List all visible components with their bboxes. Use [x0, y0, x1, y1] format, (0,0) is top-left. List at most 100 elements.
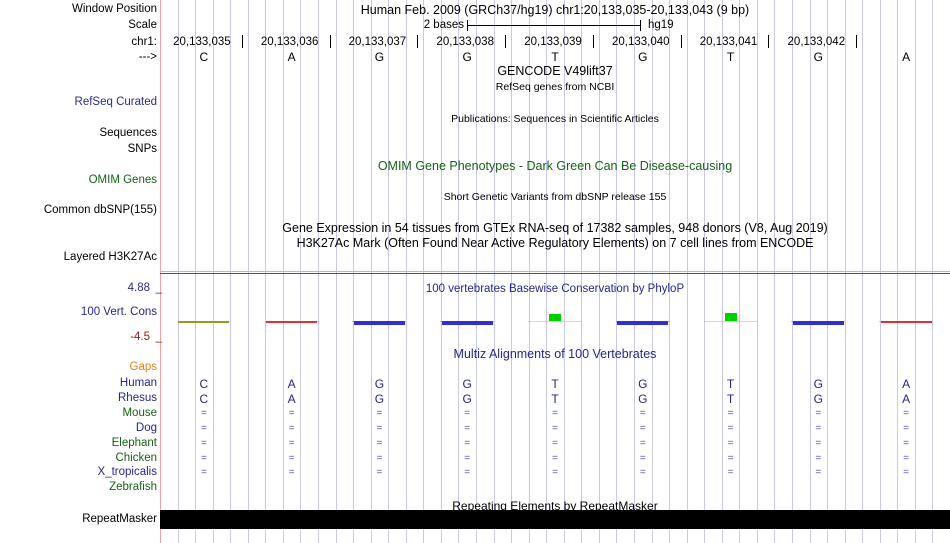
repeatmasker-bar[interactable]	[160, 510, 950, 529]
multiz-gap-marker: =	[376, 467, 383, 478]
multiz-gap-marker: =	[903, 467, 910, 478]
reference-base: T	[726, 50, 735, 64]
track-label-refseq-curated[interactable]: RefSeq Curated	[74, 96, 157, 108]
track-label-repeatmasker[interactable]: RepeatMasker	[82, 513, 157, 525]
track-label-omim-genes[interactable]: OMIM Genes	[88, 174, 157, 186]
ruler-coordinate-label: 20,133,036	[260, 36, 319, 48]
window-position-label: Window Position	[71, 3, 157, 15]
ruler-tick	[330, 35, 331, 48]
multiz-aligned-base: G	[374, 392, 385, 406]
multiz-gap-marker: =	[288, 453, 295, 464]
multiz-gap-marker: =	[727, 453, 734, 464]
track-label-common-dbsnp[interactable]: Common dbSNP(155)	[43, 204, 157, 216]
multiz-gap-marker: =	[815, 423, 822, 434]
ruler-tick	[242, 35, 243, 48]
conservation-baseline	[704, 321, 758, 322]
multiz-gap-marker: =	[200, 423, 207, 434]
multiz-aligned-base: A	[902, 392, 911, 406]
conservation-max-value: 4.88	[127, 282, 150, 294]
multiz-gap-marker: =	[200, 467, 207, 478]
repeatmasker-track-title: Repeating Elements by RepeatMasker	[452, 499, 658, 513]
multiz-aligned-base: T	[726, 377, 735, 391]
multiz-gap-marker: =	[552, 438, 558, 449]
multiz-gap-marker: =	[727, 423, 734, 434]
multiz-aligned-base: T	[551, 377, 559, 391]
multiz-gap-marker: =	[376, 453, 383, 464]
multiz-species-label[interactable]: Human	[119, 377, 157, 389]
multiz-gap-marker: =	[639, 438, 646, 449]
conservation-bar	[354, 321, 405, 325]
multiz-gap-marker: =	[464, 423, 471, 434]
reference-base: A	[902, 50, 911, 64]
ruler-tick	[417, 35, 418, 48]
ruler-tick	[593, 35, 594, 48]
multiz-gap-marker: =	[464, 467, 471, 478]
multiz-gap-marker: =	[200, 453, 207, 464]
multiz-species-label[interactable]: X_tropicalis	[97, 466, 157, 478]
multiz-gap-marker: =	[288, 438, 295, 449]
multiz-species-label[interactable]: Chicken	[115, 452, 157, 464]
reference-base: G	[813, 50, 823, 64]
multiz-gap-marker: =	[288, 408, 295, 419]
multiz-aligned-base: G	[462, 377, 472, 391]
multiz-track-title: Multiz Alignments of 100 Vertebrates	[453, 347, 657, 361]
ruler-tick	[681, 35, 682, 48]
multiz-gap-marker: =	[903, 438, 910, 449]
conservation-top-border-yellow	[160, 271, 950, 272]
dbsnp-track-title: Short Genetic Variants from dbSNP releas…	[443, 191, 667, 203]
multiz-gap-marker: =	[376, 408, 383, 419]
multiz-gap-marker: =	[552, 453, 558, 464]
multiz-species-label[interactable]: Dog	[135, 422, 157, 434]
track-label-layered-h3k27ac[interactable]: Layered H3K27Ac	[63, 251, 157, 263]
multiz-gap-marker: =	[903, 408, 910, 419]
scale-label: Scale	[128, 19, 157, 31]
ruler-coordinate-label: 20,133,039	[524, 36, 582, 48]
conservation-bar	[178, 321, 229, 323]
multiz-species-label[interactable]: Rhesus	[118, 392, 157, 404]
assembly-label: hg19	[648, 19, 674, 31]
reference-base: G	[462, 50, 472, 64]
multiz-aligned-base: G	[813, 377, 823, 391]
ruler-coordinate-label: 20,133,038	[436, 36, 494, 48]
multiz-gap-marker: =	[376, 438, 383, 449]
multiz-aligned-base: G	[638, 392, 648, 406]
multiz-aligned-base: G	[462, 392, 472, 406]
ruler-coordinate-label: 20,133,040	[611, 36, 670, 48]
ruler-tick	[856, 35, 857, 48]
reference-base: G	[374, 50, 385, 64]
multiz-gap-marker: =	[552, 467, 558, 478]
multiz-aligned-base: A	[902, 377, 911, 391]
ruler-coordinate-label: 20,133,042	[787, 36, 846, 48]
reference-base: A	[287, 50, 296, 64]
conservation-bar	[442, 321, 493, 325]
multiz-aligned-base: C	[199, 377, 209, 391]
multiz-gap-marker: =	[815, 453, 822, 464]
conservation-bar	[549, 314, 561, 321]
conservation-bar	[266, 321, 317, 323]
multiz-aligned-base: G	[638, 377, 648, 391]
multiz-gap-marker: =	[727, 408, 734, 419]
multiz-species-label[interactable]: Mouse	[122, 407, 157, 419]
multiz-aligned-base: T	[551, 392, 559, 406]
multiz-species-label[interactable]: Zebrafish	[109, 481, 157, 493]
gtex-track-title: Gene Expression in 54 tissues from GTEx …	[282, 221, 828, 235]
multiz-aligned-base: T	[726, 392, 735, 406]
multiz-gap-marker: =	[639, 453, 646, 464]
multiz-gap-marker: =	[552, 408, 558, 419]
multiz-gap-marker: =	[464, 453, 471, 464]
multiz-gap-marker: =	[376, 423, 383, 434]
multiz-gap-marker: =	[639, 408, 646, 419]
track-label-snps[interactable]: SNPs	[127, 143, 157, 155]
ruler-tick	[768, 35, 769, 48]
multiz-gap-marker: =	[552, 423, 558, 434]
track-label-sequences[interactable]: Sequences	[99, 127, 157, 139]
track-label-100-vert-cons[interactable]: 100 Vert. Cons	[80, 306, 157, 318]
ruler-tick	[505, 35, 506, 48]
h3k27ac-track-subtitle: H3K27Ac Mark (Often Found Near Active Re…	[296, 236, 814, 250]
strand-label: --->	[138, 51, 157, 63]
multiz-gaps-label[interactable]: Gaps	[129, 361, 158, 373]
multiz-aligned-base: C	[199, 392, 209, 406]
omim-track-title: OMIM Gene Phenotypes - Dark Green Can Be…	[377, 159, 733, 173]
multiz-species-label[interactable]: Elephant	[111, 437, 157, 449]
